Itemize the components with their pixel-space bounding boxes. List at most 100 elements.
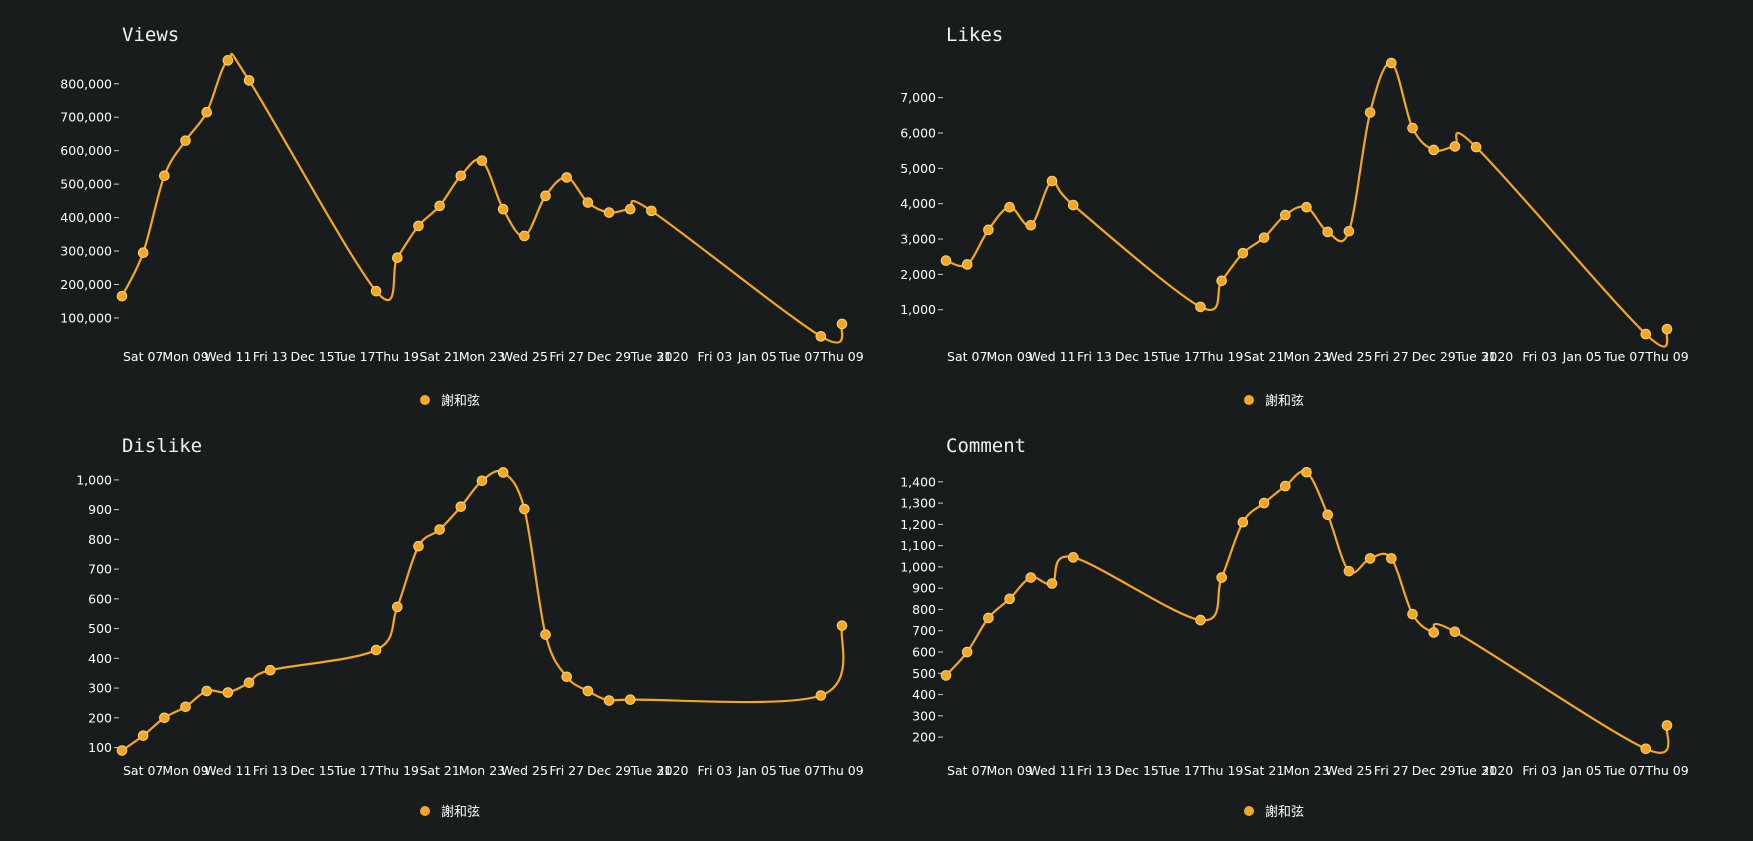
data-point[interactable] — [940, 670, 952, 681]
data-point[interactable] — [1025, 219, 1037, 231]
data-point[interactable] — [1258, 232, 1270, 243]
data-point[interactable] — [159, 170, 170, 182]
data-point[interactable] — [815, 690, 827, 701]
data-point[interactable] — [1640, 743, 1652, 755]
data-point[interactable] — [1025, 572, 1037, 583]
data-point[interactable] — [1258, 497, 1270, 509]
data-point[interactable] — [1343, 225, 1355, 237]
y-tick-label: 5,000 — [900, 161, 936, 176]
data-point[interactable] — [116, 290, 128, 302]
data-point[interactable] — [455, 501, 467, 512]
data-point[interactable] — [137, 730, 149, 741]
data-point[interactable] — [624, 694, 636, 705]
data-point[interactable] — [1364, 107, 1376, 118]
data-point[interactable] — [836, 620, 848, 631]
data-point[interactable] — [455, 170, 467, 182]
data-point[interactable] — [1046, 578, 1058, 589]
data-point[interactable] — [1640, 328, 1652, 340]
data-point[interactable] — [836, 318, 848, 330]
data-point[interactable] — [1386, 57, 1397, 69]
data-point[interactable] — [519, 503, 530, 515]
data-point[interactable] — [582, 685, 594, 697]
data-point[interactable] — [1364, 553, 1376, 564]
data-point[interactable] — [180, 135, 191, 146]
data-point[interactable] — [370, 285, 382, 297]
data-point[interactable] — [1279, 209, 1291, 221]
data-point[interactable] — [540, 190, 551, 202]
data-point[interactable] — [243, 75, 255, 86]
data-point[interactable] — [391, 601, 403, 613]
data-point[interactable] — [413, 540, 424, 552]
data-point[interactable] — [434, 200, 445, 212]
x-tick-label: Mon 09 — [987, 763, 1033, 778]
data-point[interactable] — [476, 155, 488, 167]
data-point[interactable] — [476, 475, 488, 487]
data-point[interactable] — [1428, 627, 1440, 638]
data-point[interactable] — [1661, 323, 1673, 335]
data-point[interactable] — [940, 255, 952, 266]
data-point[interactable] — [561, 671, 573, 683]
data-point[interactable] — [180, 701, 191, 713]
data-point[interactable] — [1279, 480, 1291, 492]
data-point[interactable] — [1407, 122, 1418, 134]
data-point[interactable] — [1661, 720, 1673, 731]
data-point[interactable] — [1428, 144, 1440, 156]
data-point[interactable] — [1237, 516, 1249, 528]
data-point[interactable] — [497, 467, 509, 478]
data-point[interactable] — [222, 55, 234, 66]
data-point[interactable] — [370, 644, 382, 656]
legend-label[interactable]: 謝和弦 — [1265, 804, 1304, 820]
data-point[interactable] — [116, 745, 128, 756]
data-point[interactable] — [1067, 199, 1079, 211]
data-point[interactable] — [961, 646, 973, 658]
data-point[interactable] — [561, 172, 573, 183]
x-tick-label: Sat 21 — [1244, 349, 1284, 364]
data-point[interactable] — [201, 106, 213, 118]
data-point[interactable] — [264, 664, 276, 676]
data-point[interactable] — [1449, 626, 1461, 638]
data-point[interactable] — [1237, 247, 1249, 259]
data-point[interactable] — [1195, 301, 1206, 313]
y-tick-label: 500 — [88, 621, 112, 636]
data-point[interactable] — [1216, 572, 1227, 583]
data-point[interactable] — [1407, 608, 1418, 620]
legend-label[interactable]: 謝和弦 — [441, 804, 480, 820]
data-point[interactable] — [1322, 509, 1334, 521]
legend-label[interactable]: 謝和弦 — [1265, 393, 1304, 409]
data-point[interactable] — [603, 695, 615, 706]
data-point[interactable] — [1470, 141, 1482, 153]
data-point[interactable] — [540, 629, 551, 640]
data-point[interactable] — [1301, 201, 1312, 213]
data-point[interactable] — [1216, 275, 1227, 287]
data-point[interactable] — [497, 203, 509, 215]
data-point[interactable] — [434, 524, 445, 535]
legend-label[interactable]: 謝和弦 — [441, 393, 480, 409]
data-point[interactable] — [413, 220, 424, 232]
data-point[interactable] — [983, 224, 994, 236]
data-point[interactable] — [1449, 141, 1461, 152]
data-point[interactable] — [983, 612, 994, 624]
data-point[interactable] — [1386, 553, 1397, 564]
data-point[interactable] — [1301, 466, 1312, 478]
data-point[interactable] — [137, 247, 149, 258]
data-point[interactable] — [1322, 226, 1334, 238]
data-point[interactable] — [519, 230, 530, 242]
data-point[interactable] — [603, 207, 615, 218]
data-point[interactable] — [222, 687, 234, 698]
data-point[interactable] — [1067, 552, 1079, 563]
data-point[interactable] — [1004, 201, 1015, 213]
data-point[interactable] — [243, 677, 255, 689]
data-point[interactable] — [1195, 614, 1206, 626]
data-point[interactable] — [961, 259, 973, 270]
data-point[interactable] — [159, 712, 170, 724]
data-point[interactable] — [646, 205, 657, 217]
data-point[interactable] — [1343, 565, 1355, 577]
data-point[interactable] — [815, 331, 827, 342]
data-point[interactable] — [1046, 175, 1058, 187]
data-point[interactable] — [1004, 593, 1015, 605]
data-point[interactable] — [624, 203, 636, 215]
data-point[interactable] — [201, 685, 213, 697]
data-point[interactable] — [391, 252, 403, 264]
x-tick-label: Tue 31 — [630, 763, 672, 778]
data-point[interactable] — [582, 197, 594, 208]
